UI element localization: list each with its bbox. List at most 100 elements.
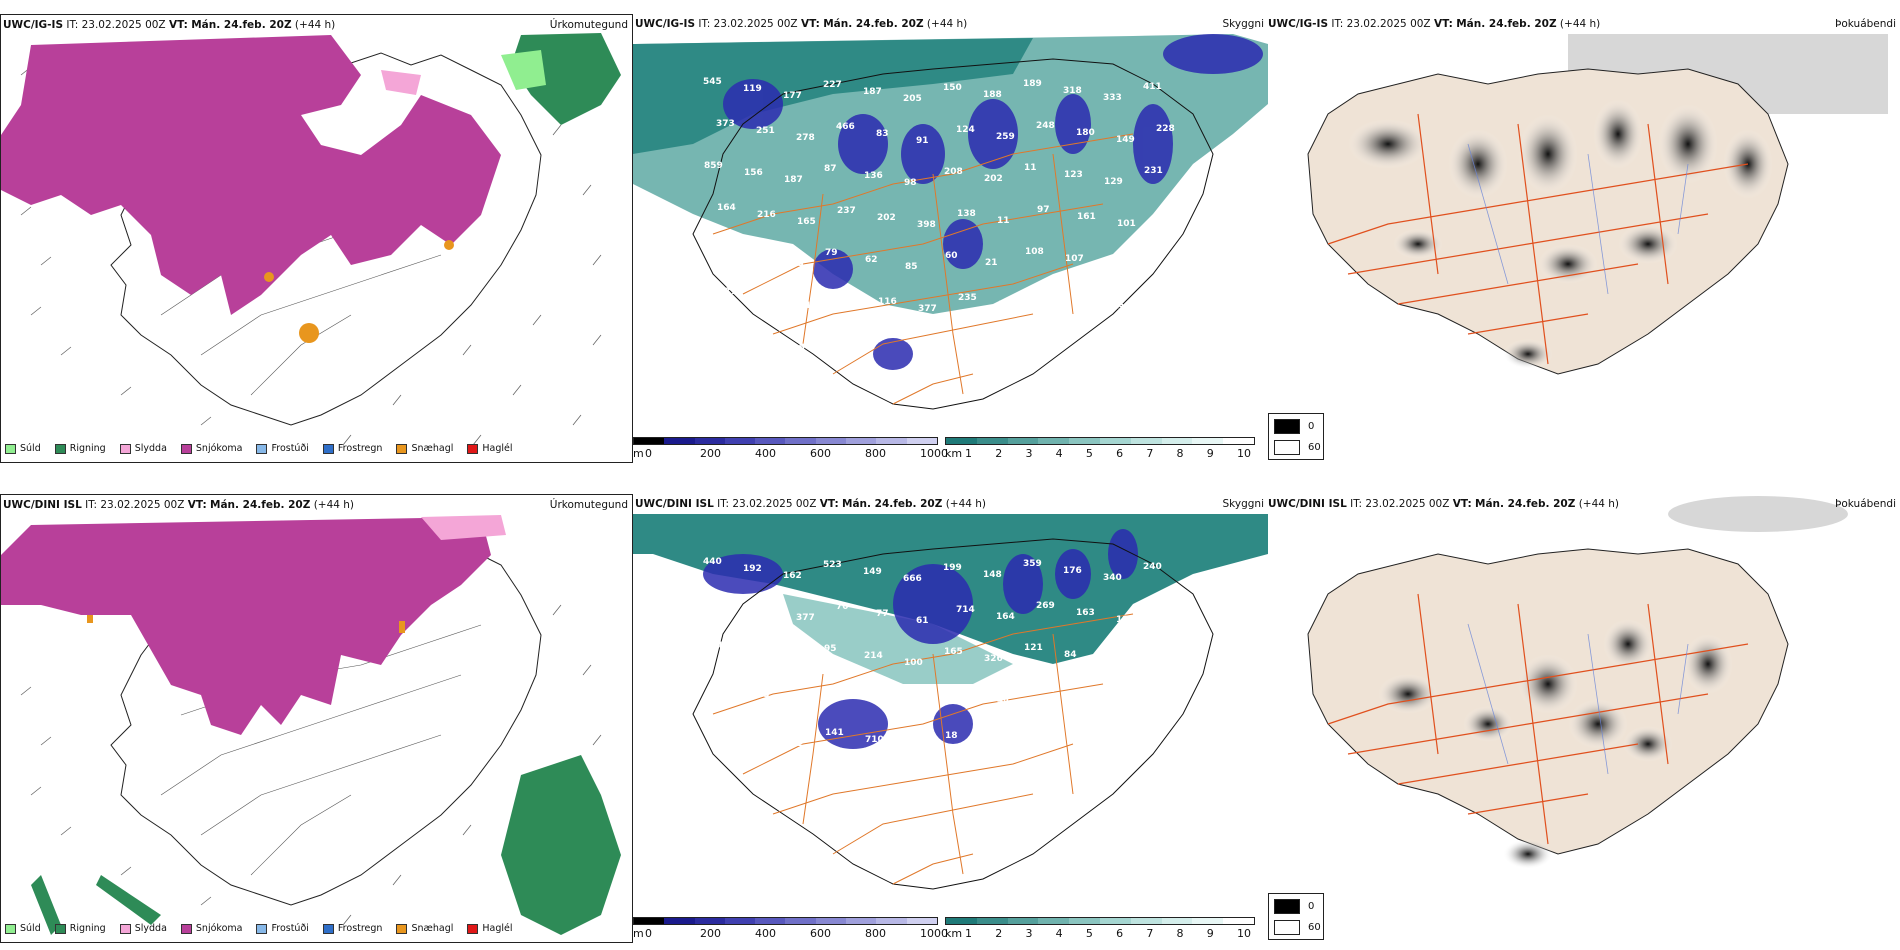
cloud-base-value: 377	[796, 613, 815, 623]
legend-swatch	[180, 923, 192, 934]
cloud-base-value: 50	[1158, 292, 1171, 302]
cloud-base-value: 164	[996, 612, 1015, 622]
cloud-base-value: 119	[743, 84, 762, 94]
fog-legend-label: 0	[1308, 901, 1315, 912]
cloud-base-value: 108	[1025, 247, 1044, 257]
cloud-base-value: 259	[996, 132, 1015, 142]
cloud-base-value: 79	[825, 248, 838, 258]
model-name: UWC/IG-IS	[3, 19, 64, 31]
roads	[712, 133, 1134, 405]
legend-label: Frostúði	[271, 443, 309, 454]
fog-legend-label: 60	[1308, 922, 1321, 933]
cloud-base-value: 92	[706, 329, 719, 339]
cloud-base-value: 14	[1077, 692, 1090, 702]
sleet-area	[381, 70, 421, 95]
colorbar-segment	[1069, 918, 1100, 924]
cloud-base-colorbar-strip	[633, 917, 938, 925]
colorbar-segment	[1130, 918, 1162, 924]
cloud-base-colorbar-strip	[633, 437, 938, 445]
precip-legend: Súld Rigning Slydda Snjókoma Frostúði Frostre…	[5, 923, 513, 934]
legend-label: Súld	[20, 923, 41, 934]
fog-legend-item: 60	[1274, 440, 1321, 455]
lead-time: (+44 h)	[313, 499, 355, 511]
cloud-base-value: 134	[838, 290, 857, 300]
cloud-base-value: 202	[877, 213, 896, 223]
legend-item: Frostúði	[256, 443, 309, 454]
colorbar-segment	[846, 918, 877, 924]
cloud-base-value: 137	[718, 287, 737, 297]
legend-swatch	[119, 923, 131, 934]
cloud-base-value: 93	[757, 690, 770, 700]
vt-value: Mán. 24.feb. 20Z	[1456, 18, 1557, 30]
colorbar-segment	[1038, 438, 1070, 444]
colorbar-segment	[785, 438, 816, 444]
precip-type-map-bottom	[1, 515, 621, 935]
panel-header: UWC/IG-IS IT: 23.02.2025 00Z VT: Mán. 24…	[635, 18, 967, 30]
cloud-base-value: 180	[1156, 604, 1175, 614]
colorbar-tick-label: 7	[1146, 927, 1154, 940]
legend-item: Haglél	[467, 923, 513, 934]
colorbar-segment	[906, 918, 937, 924]
visibility-unit: km	[945, 447, 963, 460]
legend-item: Slydda	[119, 443, 167, 454]
fog-panel-top: UWC/IG-IS IT: 23.02.2025 00Z VT: Mán. 24…	[1268, 14, 1900, 463]
vt-label: VT:	[168, 19, 188, 31]
legend-swatch	[54, 443, 66, 454]
colorbar-segment	[906, 438, 937, 444]
fog-map-top	[1307, 34, 1888, 375]
colorbar-tick-label: 1	[965, 447, 972, 460]
cloud-base-value: 149	[863, 567, 882, 577]
cloud-base-value: 326	[984, 654, 1003, 664]
vt-label: VT:	[800, 18, 820, 30]
fog-offshore	[1668, 496, 1848, 532]
cloud-base-value: 98	[904, 178, 917, 188]
panel-title: Úrkomutegund	[549, 499, 628, 511]
cloud-base-value: 185	[785, 259, 804, 269]
it-value: 23.02.2025 00Z	[81, 19, 166, 31]
cloud-base-value: 187	[784, 175, 803, 185]
cloud-base-value: 103	[746, 336, 765, 346]
panel-header: UWC/IG-IS IT: 23.02.2025 00Z VT: Mán. 24…	[3, 19, 335, 31]
cloud-base-value: 107	[1065, 254, 1084, 264]
cloud-base-value: 216	[757, 210, 776, 220]
cloud-base-value: 156	[744, 168, 763, 178]
fog-legend: 0 60	[1268, 893, 1324, 940]
colorbar-segment	[694, 438, 725, 444]
cloud-base-value: 523	[823, 560, 842, 570]
cloud-base-colorbar: m 0 200 400 600 800 1000	[633, 917, 948, 941]
colorbar-tick-label: 600	[810, 927, 831, 940]
cloud-base-value: 177	[783, 91, 802, 101]
colorbar-segment	[1161, 918, 1193, 924]
fog-legend-item: 0	[1274, 899, 1314, 914]
cloud-base-value: 138	[957, 209, 976, 219]
cloud-base-value: 411	[1143, 82, 1162, 92]
cloud-base-value: 331	[745, 252, 764, 262]
precip-type-map-top	[1, 33, 621, 446]
legend-item: Haglél	[467, 443, 513, 454]
fog-legend-swatch	[1274, 899, 1300, 914]
colorbar-tick-label: 800	[865, 927, 886, 940]
legend-item: Frostúði	[256, 923, 309, 934]
colorbar-segment	[1007, 438, 1039, 444]
sleet-area	[421, 515, 506, 540]
legend-item: Snæhagl	[396, 923, 453, 934]
roads	[1327, 593, 1749, 845]
colorbar-segment	[694, 918, 725, 924]
cloud-base-value: 144	[704, 641, 723, 651]
cloud-base-value: 128	[1144, 646, 1163, 656]
cloud-base-value: 91	[916, 136, 929, 146]
visibility-colorbar: km 1 2 3 4 5 6 7 8 9 10	[945, 917, 1255, 941]
visibility-colorbar: km 1 2 3 4 5 6 7 8 9 10	[945, 437, 1255, 461]
colorbar-segment	[664, 438, 695, 444]
legend-item: Súld	[5, 443, 41, 454]
colorbar-segment	[946, 918, 977, 924]
colorbar-segment	[1130, 438, 1162, 444]
precip-type-panel-top: UWC/IG-IS IT: 23.02.2025 00Z VT: Mán. 24…	[0, 14, 633, 463]
cloud-panel-bottom: 440 192 162 523 149 666 199 148 359 176 340 240 60 40…	[633, 494, 1268, 943]
model-name: UWC/DINI ISL	[1268, 498, 1347, 510]
cloud-map-bottom: 440 192 162 523 149 666 199 148 359 176 340 240 60 40…	[633, 514, 1268, 890]
cloud-base-value: 188	[983, 90, 1002, 100]
vt-value: Mán. 24.feb. 20Z	[1475, 498, 1576, 510]
it-value: 23.02.2025 00Z	[1346, 18, 1431, 30]
cloud-base-value: 94	[705, 245, 718, 255]
